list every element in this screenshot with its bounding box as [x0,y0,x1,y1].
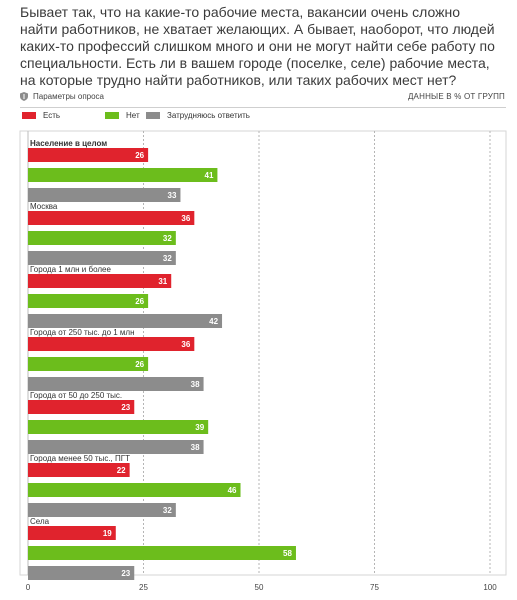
legend-item-yes: Есть [22,111,60,120]
data-label: 26 [135,151,144,160]
category-label: Население в целом [30,139,107,148]
legend-swatch-unsure [146,112,160,119]
legend-label-unsure: Затрудняюсь ответить [167,111,250,120]
x-tick-label: 75 [370,583,379,592]
bar [28,420,209,434]
bar [28,400,135,414]
data-label: 36 [181,214,190,223]
bar [28,211,195,225]
category-label: Москва [30,202,58,211]
category-label: Города от 50 до 250 тыс. [30,391,122,400]
data-label: 19 [103,529,112,538]
bar [28,274,172,288]
bar [28,357,149,371]
data-label: 42 [209,317,218,326]
legend-label-no: Нет [126,111,140,120]
bar [28,148,149,162]
data-label: 33 [168,191,177,200]
bar [28,440,204,454]
data-label: 32 [163,506,172,515]
bar [28,483,241,497]
category-label: Села [30,517,50,526]
bar [28,168,218,182]
data-label: 32 [163,234,172,243]
survey-question: Бывает так, что на какие-то рабочие мест… [20,4,495,88]
data-label: 38 [191,380,200,389]
bar [28,231,176,245]
meta-row: Параметры опроса ДАННЫЕ В % ОТ ГРУПП [20,92,505,106]
legend-swatch-yes [22,112,36,119]
data-label: 26 [135,297,144,306]
data-label: 38 [191,443,200,452]
legend-swatch-no [105,112,119,119]
category-label: Города от 250 тыс. до 1 млн [30,328,135,337]
bar [28,314,223,328]
bar [28,377,204,391]
legend-label-yes: Есть [43,111,61,120]
category-label: Города менее 50 тыс., ПГТ [30,454,130,463]
data-label: 46 [228,486,237,495]
data-label: 32 [163,254,172,263]
legend-item-unsure: Затрудняюсь ответить [146,111,250,120]
data-label: 41 [205,171,214,180]
legend-divider [20,107,506,108]
category-label: Города 1 млн и более [30,265,111,274]
survey-params-label: Параметры опроса [33,92,104,101]
bar [28,463,130,477]
data-unit-note: ДАННЫЕ В % ОТ ГРУПП [407,92,505,101]
x-tick-label: 0 [26,583,31,592]
data-label: 58 [283,549,292,558]
bar [28,526,116,540]
bar [28,251,176,265]
bar [28,566,135,580]
x-tick-label: 50 [255,583,264,592]
plot-frame [19,130,507,576]
bar [28,294,149,308]
data-label: 36 [181,340,190,349]
data-label: 39 [195,423,204,432]
survey-params-toggle[interactable]: Параметры опроса [20,92,104,101]
legend-item-no: Нет [105,111,140,120]
data-label: 22 [117,466,126,475]
bar [28,188,181,202]
bar [28,546,296,560]
data-label: 31 [158,277,167,286]
bar [28,503,176,517]
shield-icon [20,92,28,101]
x-tick-label: 25 [139,583,148,592]
data-label: 23 [121,569,130,578]
data-label: 26 [135,360,144,369]
x-tick-label: 100 [483,583,497,592]
bar [28,337,195,351]
data-label: 23 [121,403,130,412]
